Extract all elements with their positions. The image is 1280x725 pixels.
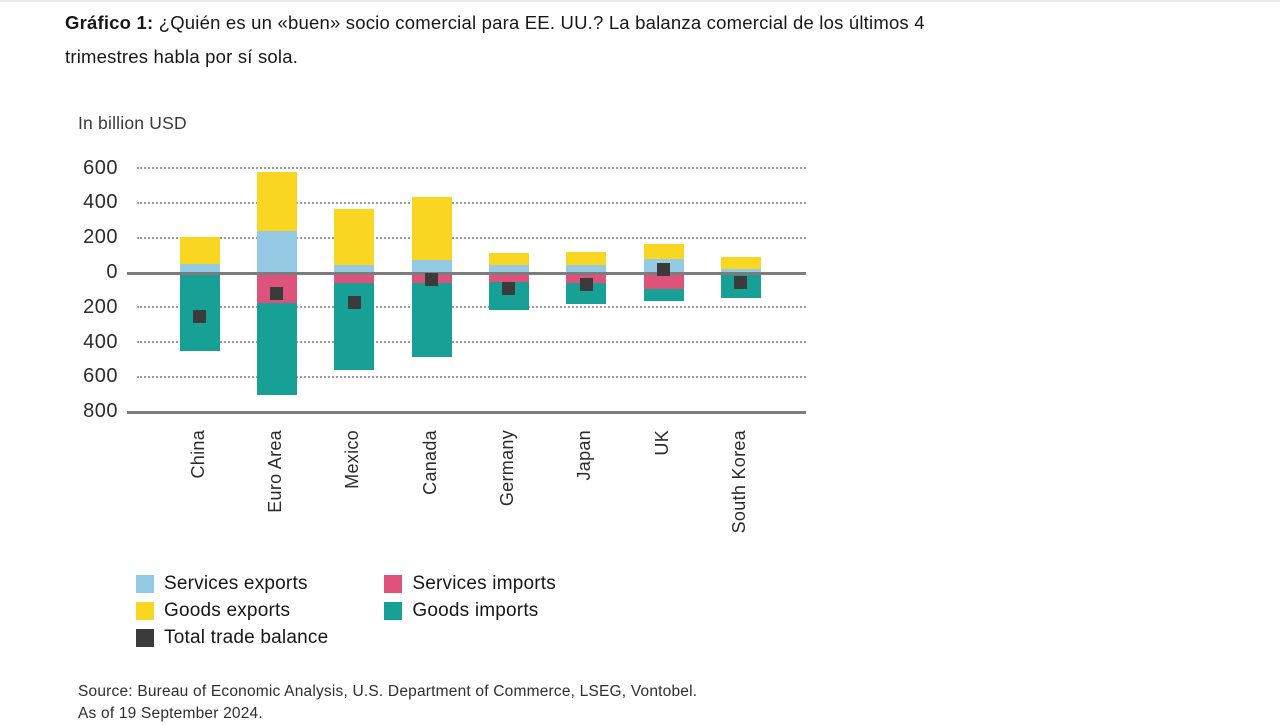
gridline — [137, 201, 806, 204]
bar-segment — [334, 273, 375, 284]
total-balance-marker — [347, 296, 361, 310]
bar-segment — [720, 268, 761, 273]
x-axis-label: Euro Area — [264, 430, 285, 513]
bar-segment — [566, 273, 607, 283]
chart-legend: Services exports Goods exports Total trade… — [136, 571, 556, 651]
y-tick-label: 600 — [83, 156, 118, 179]
bottom-axis-line — [127, 410, 806, 414]
trade-balance-bar-chart: 600 400 200 0 200 400 600 800 China Euro Area Mexi… — [83, 156, 806, 534]
total-balance-marker — [657, 263, 671, 277]
zero-axis-line — [127, 271, 806, 275]
gridline — [137, 341, 806, 344]
x-axis-label: China — [187, 430, 208, 479]
gridline — [137, 167, 806, 170]
chart-title: Gráfico 1: ¿Quién es un «buen» socio com… — [65, 6, 1165, 74]
legend-item: Services imports — [384, 571, 556, 598]
gridline — [137, 375, 806, 378]
title-text: ¿Quién es un «buen» socio comercial para… — [153, 12, 925, 33]
legend-label: Services imports — [412, 573, 556, 595]
source-line-2: As of 19 September 2024. — [78, 705, 263, 722]
x-axis-label: Mexico — [342, 430, 363, 489]
legend-label: Total trade balance — [164, 626, 329, 648]
x-axis-label: Japan — [574, 430, 595, 481]
legend-swatch-icon — [136, 628, 154, 647]
legend-swatch-icon — [384, 602, 403, 621]
legend-item: Goods exports — [136, 598, 328, 625]
source-line-1: Source: Bureau of Economic Analysis, U.S… — [78, 683, 698, 700]
title-line-2: trimestres habla por sí sola. — [65, 46, 299, 67]
title-label-bold: Gráfico 1: — [65, 12, 154, 33]
total-balance-marker — [579, 277, 593, 291]
y-axis-unit-label: In billion USD — [78, 113, 187, 133]
x-axis-label: Germany — [496, 430, 517, 507]
bar-segment — [256, 231, 297, 273]
x-axis-label: Canada — [419, 430, 440, 495]
bar-segment — [488, 265, 529, 273]
bar-segment — [411, 283, 452, 357]
bar-segment — [643, 288, 684, 301]
legend-label: Goods exports — [164, 600, 291, 622]
bar-segment — [334, 265, 375, 273]
x-axis-label: UK — [651, 430, 672, 456]
legend-label: Services exports — [164, 573, 308, 595]
legend-label: Goods imports — [412, 600, 539, 622]
bar-segment — [566, 265, 607, 273]
title-line-1: Gráfico 1: ¿Quién es un «buen» socio com… — [65, 6, 1165, 40]
bar-segment — [256, 172, 297, 232]
bar-segment — [488, 273, 529, 282]
bar-segment — [411, 197, 452, 260]
bar-segment — [643, 273, 684, 289]
total-balance-marker — [734, 276, 748, 290]
bar-segment — [720, 257, 761, 269]
total-balance-marker — [270, 287, 284, 301]
legend-swatch-icon — [384, 575, 403, 594]
legend-item: Total trade balance — [136, 625, 328, 652]
source-note: Source: Bureau of Economic Analysis, U.S… — [78, 681, 697, 725]
y-tick-label: 200 — [83, 226, 118, 249]
legend-swatch-icon — [136, 575, 154, 594]
y-tick-label: 200 — [83, 295, 118, 318]
legend-swatch-icon — [136, 602, 154, 621]
bar-segment — [488, 252, 529, 266]
total-balance-marker — [425, 273, 439, 287]
bar-segment — [334, 208, 375, 266]
gridline — [137, 236, 806, 239]
y-tick-label: 0 — [106, 261, 118, 283]
screenshot-top-border — [0, 0, 1280, 2]
y-tick-label: 400 — [83, 191, 118, 214]
legend-item: Services exports — [136, 571, 328, 598]
legend-item: Goods imports — [384, 598, 556, 625]
total-balance-marker — [193, 310, 206, 323]
y-tick-label: 600 — [83, 365, 118, 388]
total-balance-marker — [502, 282, 516, 296]
gridline — [137, 306, 806, 309]
bar-segment — [179, 237, 220, 265]
bar-segment — [179, 264, 220, 273]
x-axis-label: South Korea — [728, 430, 749, 534]
bar-segment — [256, 302, 297, 395]
bar-segment — [566, 252, 607, 266]
y-tick-label: 800 — [83, 400, 118, 423]
bar-segment — [566, 282, 607, 305]
bar-segment — [411, 259, 452, 273]
y-tick-label: 400 — [83, 330, 118, 353]
bar-segment — [643, 244, 684, 260]
